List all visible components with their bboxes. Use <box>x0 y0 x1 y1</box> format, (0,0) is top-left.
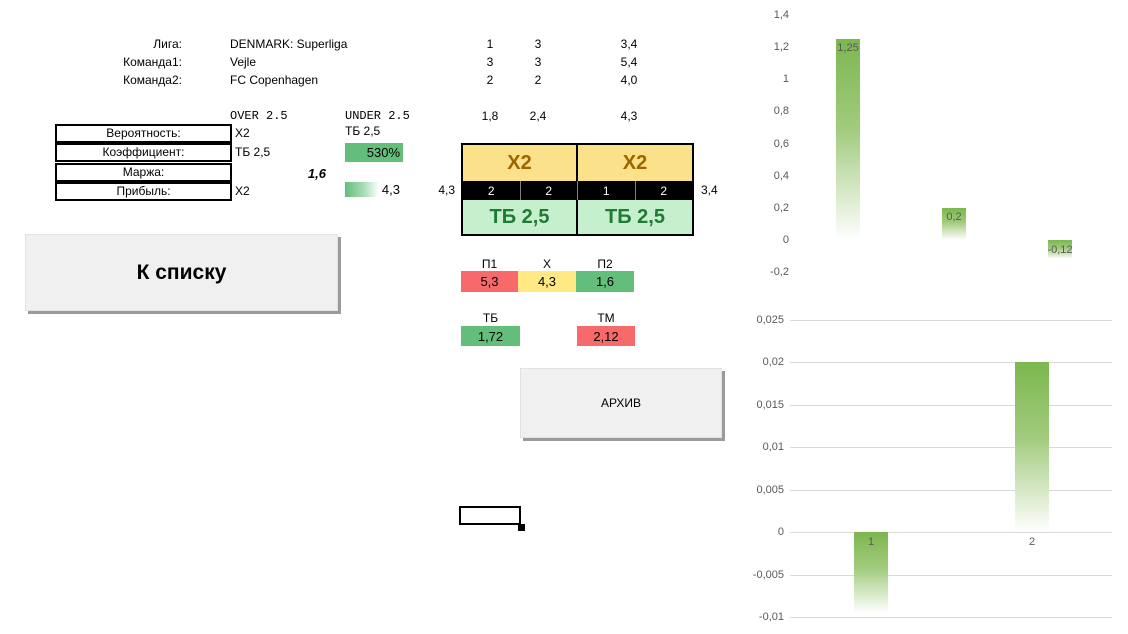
bet-grid-bottom-right: ТБ 2,5 <box>578 200 692 234</box>
team2-label: Команда2: <box>123 73 182 87</box>
odds-cell: 4,3 <box>620 109 638 123</box>
score-cell: 1 <box>486 37 494 51</box>
tm-total-cell: 2,12 <box>577 326 635 346</box>
score-cell: 2 <box>486 73 494 87</box>
category-label: 1 <box>867 536 875 548</box>
profit-databar-cell: 4,3 <box>345 182 403 197</box>
y-tick-label: -0,005 <box>752 569 784 581</box>
score-cell: 3 <box>486 55 494 69</box>
bet-grid-bottom-left: ТБ 2,5 <box>463 200 576 234</box>
p1-header: П1 <box>481 257 498 271</box>
coefficient-value: ТБ 2,5 <box>235 145 271 159</box>
probability-label: Вероятность: <box>55 124 232 143</box>
y-tick-label: 0 <box>782 234 789 246</box>
bar-value-label: 1,25 <box>837 42 859 54</box>
databar-value: 4,3 <box>381 182 400 197</box>
p2-header: П2 <box>597 257 613 271</box>
bet-grid-top-left: Х2 <box>463 145 576 181</box>
archive-button[interactable]: АРХИВ <box>520 368 722 438</box>
chart-bar <box>1048 240 1072 259</box>
y-gridline <box>790 447 1112 448</box>
tm-total-header: ТМ <box>597 311 615 325</box>
chart-bar <box>854 532 888 613</box>
chart-bar <box>942 208 966 240</box>
y-tick-label: 0,025 <box>756 314 784 326</box>
odds-cell: 1,8 <box>481 109 499 123</box>
probability-value: Х2 <box>235 126 250 140</box>
score-cell: 2 <box>534 73 542 87</box>
profit-bar-chart: 1,4 1,2 1 0,8 0,6 0,4 0,2 0 -0,2 1,25 0,2 -0,12 <box>750 8 1128 288</box>
league-value: DENMARK: Superliga <box>230 37 348 51</box>
under-label: UNDER 2.5 <box>345 109 410 123</box>
y-tick-label: 1,2 <box>773 41 789 53</box>
y-tick-label: 0,4 <box>773 170 789 182</box>
odds-cell: 3,4 <box>620 37 638 51</box>
y-tick-label: 1,4 <box>773 9 789 21</box>
odds-cell: 2,4 <box>529 109 547 123</box>
y-gridline <box>790 532 1112 533</box>
y-tick-label: 1 <box>782 73 789 85</box>
selected-cell[interactable] <box>459 506 521 525</box>
y-tick-label: -0,01 <box>758 611 784 623</box>
p2-odds-cell: 1,6 <box>576 271 634 292</box>
team2-value: FC Copenhagen <box>230 73 319 87</box>
y-gridline <box>790 320 1112 321</box>
coefficient-label: Коэффициент: <box>55 143 232 162</box>
y-tick-label: 0 <box>777 526 784 538</box>
tb-total-header: ТБ <box>482 311 499 325</box>
roi-bar-chart: 0,025 0,02 0,015 0,01 0,005 0 -0,005 -0,01 1 2 <box>750 310 1128 630</box>
y-gridline <box>790 617 1112 618</box>
margin-label: Маржа: <box>55 163 232 182</box>
tb-percent-cell: 530% <box>345 143 403 162</box>
y-gridline <box>790 490 1112 491</box>
bet-grid-score-row: 2 2 1 2 <box>463 181 692 200</box>
margin-value: 1,6 <box>307 166 326 181</box>
odds-cell: 4,0 <box>620 73 638 87</box>
over-label: OVER 2.5 <box>230 109 288 123</box>
chart-bar <box>1015 362 1049 532</box>
bar-value-label: -0,12 <box>1047 244 1073 256</box>
y-tick-label: -0,2 <box>770 266 789 278</box>
x-header: Х <box>542 257 551 271</box>
y-tick-label: 0,6 <box>773 138 789 150</box>
score-sub-cell: 2 <box>660 183 668 198</box>
score-sub-cell: 1 <box>578 181 636 200</box>
category-label: 2 <box>1028 536 1036 548</box>
chart-bar <box>836 39 860 240</box>
bet-grid-right-odds: 3,4 <box>701 183 718 197</box>
y-gridline <box>790 362 1112 363</box>
y-tick-label: 0,01 <box>762 441 784 453</box>
y-tick-label: 0,015 <box>756 399 784 411</box>
p1-odds-cell: 5,3 <box>461 271 518 292</box>
y-tick-label: 0,2 <box>773 202 789 214</box>
profit-value: Х2 <box>235 184 250 198</box>
y-tick-label: 0,005 <box>756 484 784 496</box>
bet-grid-left-odds: 4,3 <box>438 183 455 197</box>
y-tick-label: 0,02 <box>762 356 784 368</box>
score-sub-cell: 2 <box>521 181 578 200</box>
league-label: Лига: <box>153 37 182 51</box>
bar-value-label: 0,2 <box>946 211 962 223</box>
odds-cell: 5,4 <box>620 55 638 69</box>
score-cell: 3 <box>534 37 542 51</box>
to-list-button[interactable]: К списку <box>25 234 338 311</box>
x-odds-cell: 4,3 <box>518 271 576 292</box>
tb-total-cell: 1,72 <box>461 326 520 346</box>
databar-fill <box>345 182 379 197</box>
tb-header: ТБ 2,5 <box>345 124 381 138</box>
y-gridline <box>790 405 1112 406</box>
score-cell: 3 <box>534 55 542 69</box>
score-sub-cell: 2 <box>463 181 521 200</box>
y-gridline <box>790 575 1112 576</box>
team1-value: Vejle <box>230 55 257 69</box>
profit-label: Прибыль: <box>55 182 232 201</box>
fill-handle[interactable] <box>518 524 525 531</box>
bet-grid: Х2 Х2 2 2 1 2 ТБ 2,5 ТБ 2,5 <box>461 143 694 236</box>
y-tick-label: 0,8 <box>773 105 789 117</box>
bet-grid-top-right: Х2 <box>578 145 692 181</box>
team1-label: Команда1: <box>123 55 182 69</box>
